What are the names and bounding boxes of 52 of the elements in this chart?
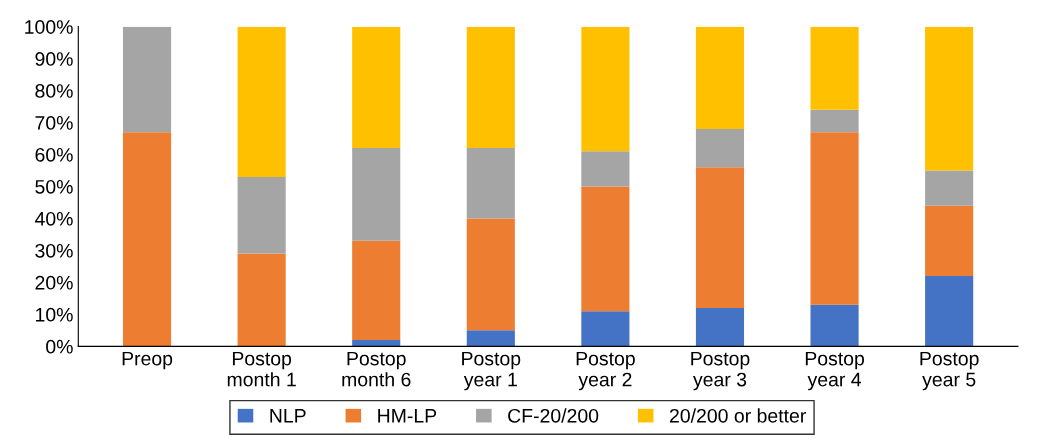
bar <box>237 176 286 254</box>
legend-label: 20/200 or better <box>669 408 806 423</box>
bar <box>695 128 745 168</box>
x-tick-label: Postop year 2 <box>576 351 635 391</box>
bar <box>925 205 974 276</box>
x-tick-label: Postop month 6 <box>342 351 411 387</box>
bar <box>237 253 286 347</box>
bar <box>925 26 974 171</box>
x-tick-label: Postop year 1 <box>462 351 521 391</box>
bar <box>581 186 630 312</box>
x-tick-label: Postop year 3 <box>691 351 750 391</box>
bar <box>925 170 974 206</box>
bar <box>810 304 859 347</box>
y-tick-label: 20% <box>35 275 73 290</box>
bar <box>466 330 515 347</box>
bar <box>695 26 745 129</box>
bar <box>122 26 172 133</box>
bar <box>695 307 745 347</box>
y-tick-label: 40% <box>34 211 73 226</box>
y-tick-label: 0% <box>46 339 73 354</box>
bar <box>122 132 172 347</box>
y-tick-label: 100% <box>25 20 73 34</box>
legend-label: NLP <box>270 409 306 423</box>
bar <box>810 132 859 305</box>
bar <box>581 26 630 152</box>
bar <box>466 218 515 331</box>
y-tick-label: 30% <box>35 243 73 258</box>
legend-label: CF-20/200 <box>508 408 599 423</box>
bar <box>352 339 401 347</box>
bar <box>352 26 401 149</box>
legend-label: HM-LP <box>378 409 437 423</box>
x-tick-label: Postop year 4 <box>805 351 865 391</box>
bar <box>352 240 401 340</box>
y-tick-label: 90% <box>35 52 73 66</box>
x-tick-label: Postop month 1 <box>227 351 296 387</box>
bar <box>237 26 286 177</box>
bar <box>581 151 630 187</box>
y-tick-label: 10% <box>36 307 73 322</box>
bar <box>466 148 515 219</box>
y-tick-label: 60% <box>35 147 73 162</box>
bar <box>581 311 630 347</box>
y-tick-label: 80% <box>35 84 73 98</box>
bar <box>810 109 859 133</box>
bar <box>466 26 515 149</box>
bar <box>352 148 401 241</box>
y-tick-label: 70% <box>35 116 73 130</box>
bar <box>810 26 859 110</box>
y-tick-label: 50% <box>35 179 73 194</box>
x-tick-label: Postop year 5 <box>920 351 979 391</box>
bar <box>695 167 745 308</box>
bar <box>925 275 974 347</box>
x-tick-label: Preop <box>122 351 173 370</box>
